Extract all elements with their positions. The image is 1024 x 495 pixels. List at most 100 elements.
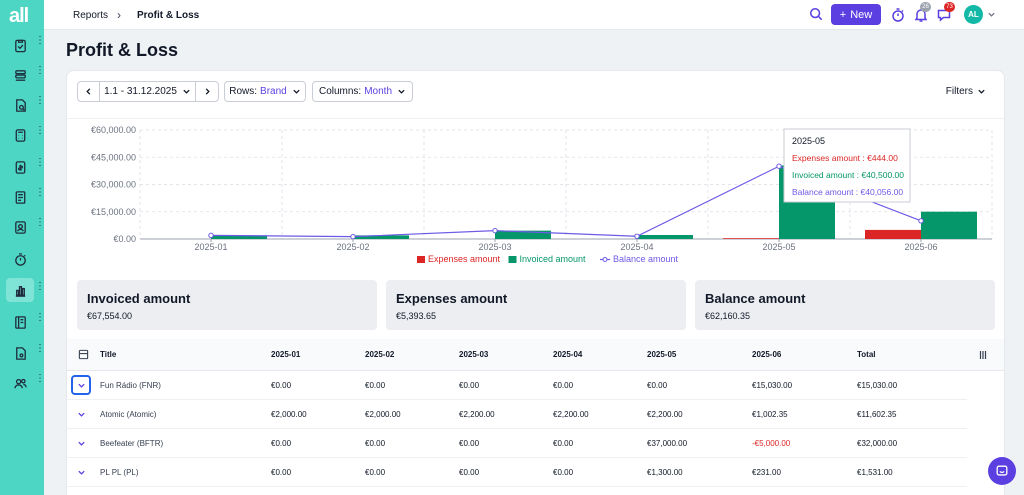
y-tick-label: €45,000.00 (91, 152, 136, 162)
cell-value: €0.00 (365, 439, 386, 448)
filters-label: Filters (945, 86, 973, 97)
sidebar-more-icon[interactable]: ⋮ (35, 187, 45, 198)
bar-expenses-amount (723, 238, 779, 239)
column-header-month[interactable]: 2025-01 (271, 350, 301, 359)
sidebar-item-documents[interactable] (6, 93, 34, 117)
x-tick-label: 2025-05 (762, 242, 795, 252)
search-icon[interactable] (809, 7, 823, 21)
sidebar-more-icon[interactable]: ⋮ (35, 65, 45, 76)
sidebar-more-icon[interactable]: ⋮ (35, 343, 45, 354)
invoice-icon (15, 160, 25, 174)
column-header-month[interactable]: 2025-05 (647, 350, 677, 359)
contact-card-icon (14, 220, 26, 234)
legend-label: Invoiced amount (520, 254, 587, 264)
cell-value: €2,200.00 (459, 410, 495, 419)
cell-value: €0.00 (271, 439, 292, 448)
sidebar-item-contacts[interactable] (6, 215, 34, 239)
chevron-down-icon (77, 441, 85, 446)
legend-swatch (508, 256, 517, 263)
app-logo[interactable]: all (9, 5, 29, 27)
table-layout-icon[interactable] (78, 349, 89, 360)
row-title[interactable]: Atomic (Atomic) (100, 410, 157, 419)
y-tick-label: €15,000.00 (91, 207, 136, 217)
sidebar-item-book[interactable] (6, 310, 34, 334)
column-header-month[interactable]: 2025-04 (553, 350, 583, 359)
stopwatch-icon (14, 252, 26, 266)
report-card: 1.1 - 31.12.2025 Rows: Brand Columns: Mo… (66, 70, 1005, 495)
tooltip-line: Balance amount : €40,056.00 (792, 187, 903, 197)
cell-value: €2,200.00 (647, 410, 683, 419)
column-header-title[interactable]: Title (100, 350, 117, 359)
row-expand-button[interactable] (71, 462, 91, 482)
cell-value: €231.00 (752, 468, 781, 477)
cell-value: €0.00 (459, 381, 480, 390)
sidebar-more-icon[interactable]: ⋮ (35, 281, 45, 292)
prev-period-button[interactable] (77, 81, 100, 102)
date-range-value: 1.1 - 31.12.2025 (104, 86, 177, 97)
users-icon (13, 378, 27, 388)
sidebar-more-icon[interactable]: ⋮ (35, 217, 45, 228)
sidebar-more-icon[interactable]: ⋮ (35, 312, 45, 323)
columns-dropdown[interactable]: Columns: Month (312, 81, 413, 102)
sidebar-item-tasks[interactable] (6, 33, 34, 57)
stopwatch-icon[interactable] (890, 7, 906, 23)
filters-button[interactable]: Filters (946, 86, 986, 97)
rows-dropdown[interactable]: Rows: Brand (224, 81, 306, 102)
sidebar-item-time[interactable] (6, 247, 34, 271)
book-icon (14, 315, 26, 329)
column-header-total[interactable]: Total (857, 350, 876, 359)
breadcrumb-current: Profit & Loss (137, 10, 200, 21)
sidebar-item-settings-doc[interactable] (6, 341, 34, 365)
sidebar-item-ledger[interactable] (6, 185, 34, 209)
row-expand-button[interactable] (71, 404, 91, 424)
table-row: Fun Rádio (FNR) €0.00 €0.00 €0.00 €0.00 … (67, 371, 967, 400)
sidebar-item-calculator[interactable] (6, 123, 34, 147)
cell-value: €2,000.00 (365, 410, 401, 419)
next-period-button[interactable] (195, 81, 219, 102)
tooltip-line: Expenses amount : €444.00 (792, 153, 898, 163)
avatar[interactable]: AL (964, 5, 983, 24)
column-header-month[interactable]: 2025-02 (365, 350, 395, 359)
sidebar-more-icon[interactable]: ⋮ (35, 157, 45, 168)
chevron-down-icon[interactable] (987, 10, 996, 19)
cell-total: €15,030.00 (857, 381, 898, 390)
row-expand-button[interactable] (71, 433, 91, 453)
table-row: Atomic (Atomic) €2,000.00 €2,000.00 €2,2… (67, 400, 967, 429)
column-header-month[interactable]: 2025-03 (459, 350, 489, 359)
breadcrumb-reports[interactable]: Reports (73, 10, 109, 21)
cell-total: €32,000.00 (857, 439, 898, 448)
column-settings-icon[interactable] (978, 350, 988, 360)
date-range-picker[interactable]: 1.1 - 31.12.2025 (99, 81, 196, 102)
new-button[interactable]: + New (831, 4, 881, 25)
bar-invoiced-amount (495, 230, 551, 239)
messages-badge: 73 (944, 2, 955, 12)
document-search-icon (15, 98, 26, 112)
legend-label: Balance amount (613, 254, 679, 264)
row-title[interactable]: PL PL (PL) (100, 468, 139, 477)
x-tick-label: 2025-03 (478, 242, 511, 252)
row-title[interactable]: Beefeater (BFTR) (100, 439, 164, 448)
sidebar-more-icon[interactable]: ⋮ (35, 373, 45, 384)
row-expand-button[interactable] (71, 375, 91, 395)
legend-label: Expenses amount (428, 254, 501, 264)
cell-total: €1,531.00 (857, 468, 893, 477)
support-chat-button[interactable] (988, 457, 1016, 485)
column-header-month[interactable]: 2025-06 (752, 350, 782, 359)
summary-value: €62,160.35 (705, 311, 751, 321)
sidebar-item-users[interactable] (6, 371, 34, 395)
sidebar-item-reports[interactable] (6, 278, 34, 302)
bar-invoiced-amount (921, 211, 977, 239)
x-tick-label: 2025-06 (904, 242, 937, 252)
row-title[interactable]: Fun Rádio (FNR) (100, 381, 161, 390)
sidebar-more-icon[interactable]: ⋮ (35, 35, 45, 46)
sidebar-item-stack[interactable] (6, 63, 34, 87)
sidebar-more-icon[interactable]: ⋮ (35, 125, 45, 136)
sidebar-item-invoices[interactable] (6, 155, 34, 179)
x-tick-label: 2025-01 (194, 242, 227, 252)
top-bar: Reports › Profit & Loss + New 26 73 AL (44, 0, 1024, 30)
cell-value: €15,030.00 (752, 381, 793, 390)
new-button-label: New (850, 8, 873, 21)
sidebar-more-icon[interactable]: ⋮ (35, 95, 45, 106)
cell-value: €0.00 (271, 468, 292, 477)
tooltip-line: Invoiced amount : €40,500.00 (792, 170, 904, 180)
